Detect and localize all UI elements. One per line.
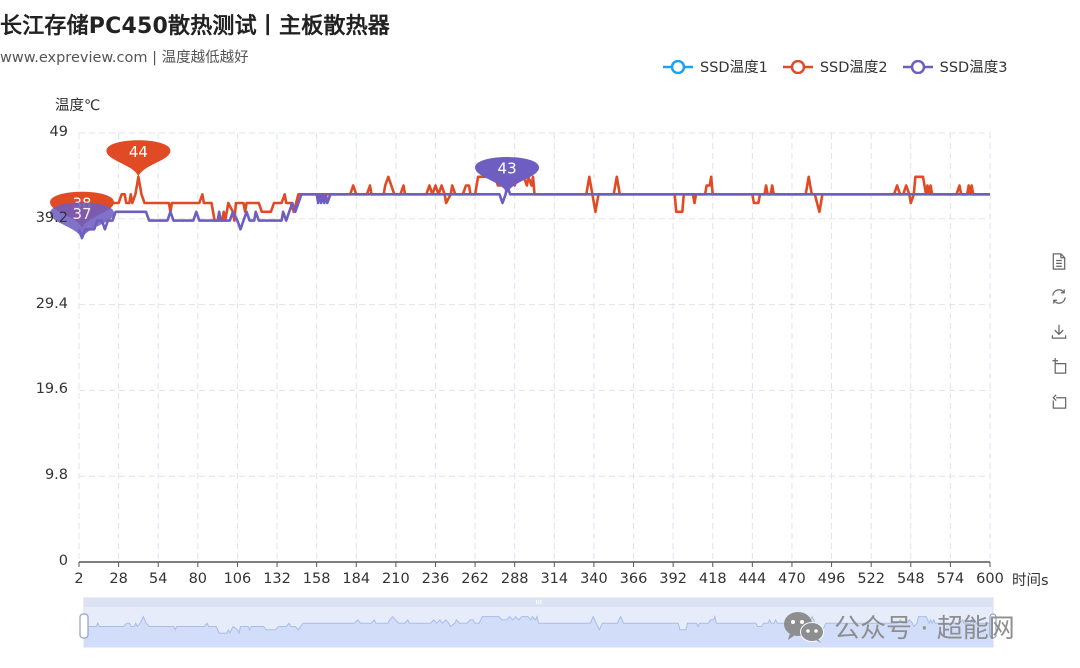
legend-item-ssd2[interactable]: SSD温度2 — [782, 56, 888, 77]
x-tick-label: 574 — [936, 571, 965, 587]
series-line-SSD温度2[interactable] — [79, 175, 990, 222]
zoom-area-icon[interactable] — [1049, 357, 1069, 376]
legend-item-ssd1[interactable]: SSD温度1 — [662, 56, 768, 77]
y-tick-label: 49 — [49, 124, 68, 140]
toolbox — [1049, 252, 1069, 411]
legend-circle-icon — [782, 59, 813, 74]
legend-label: SSD温度3 — [939, 60, 1008, 76]
x-tick-label: 444 — [738, 571, 767, 587]
x-axis-name: 时间s — [1012, 573, 1049, 589]
x-tick-label: 314 — [540, 571, 569, 587]
zoom-reset-icon[interactable] — [1049, 392, 1069, 411]
x-tick-label: 470 — [778, 571, 806, 587]
watermark: 公众号 · 超能网 — [782, 608, 1015, 645]
mark-point-pin[interactable]: 43 — [475, 157, 540, 194]
data-view-icon[interactable] — [1049, 252, 1069, 271]
x-tick-label: 210 — [382, 571, 410, 587]
svg-text:43: 43 — [498, 160, 517, 178]
x-tick-label: 288 — [500, 571, 529, 587]
x-tick-label: 106 — [223, 571, 252, 587]
x-tick-label: 496 — [817, 571, 846, 587]
legend-circle-icon — [663, 59, 693, 74]
zoom-handle-left[interactable] — [79, 613, 89, 639]
x-tick-label: 340 — [580, 571, 608, 587]
x-tick-label: 54 — [148, 571, 168, 587]
save-image-icon[interactable] — [1049, 322, 1069, 341]
x-tick-label: 392 — [659, 571, 687, 587]
series-line-SSD温度3[interactable] — [77, 184, 990, 240]
watermark-text: 公众号 · 超能网 — [834, 614, 1015, 644]
x-tick-label: 28 — [109, 571, 128, 587]
legend: SSD温度1 SSD温度2 SSD温度3 — [662, 56, 1007, 77]
x-tick-label: 418 — [698, 571, 727, 587]
x-tick-label: 132 — [263, 571, 291, 587]
x-tick-label: 600 — [976, 571, 1004, 587]
x-tick-label: 366 — [619, 571, 648, 587]
mark-point-pin[interactable]: 44 — [106, 140, 171, 177]
grid — [78, 132, 991, 562]
x-tick-label: 184 — [342, 571, 371, 587]
legend-label: SSD温度2 — [819, 60, 888, 76]
x-tick-label: 80 — [188, 571, 208, 587]
legend-item-ssd3[interactable]: SSD温度3 — [902, 56, 1008, 77]
legend-circle-icon — [902, 59, 933, 74]
chart-subtitle: www.expreview.com | 温度越低越好 — [0, 50, 249, 66]
y-tick-label: 39.2 — [35, 209, 68, 226]
legend-label: SSD温度1 — [700, 60, 768, 76]
x-tick-label: 262 — [461, 571, 489, 587]
y-tick-label: 9.8 — [44, 467, 68, 484]
mark-point-pin[interactable]: 37 — [50, 202, 115, 240]
y-tick-label: 19.6 — [35, 381, 68, 398]
x-tick-label: 2 — [74, 571, 84, 587]
y-tick-label: 29.4 — [35, 295, 68, 312]
x-tick-label: 236 — [421, 571, 450, 587]
data-zoom-slider[interactable] — [79, 597, 997, 648]
y-tick-label: 0 — [58, 553, 68, 569]
restore-icon[interactable] — [1049, 287, 1069, 306]
x-tick-label: 158 — [302, 571, 331, 587]
chart-title: 长江存储PC450散热测试丨主板散热器 — [0, 14, 390, 39]
x-tick-label: 522 — [857, 571, 886, 587]
x-tick-label: 548 — [896, 571, 925, 587]
svg-text:44: 44 — [129, 143, 148, 161]
svg-text:37: 37 — [72, 205, 91, 223]
wechat-icon — [784, 611, 824, 643]
zoom-handle-right[interactable] — [989, 613, 997, 639]
y-axis-name: 温度℃ — [55, 98, 101, 114]
